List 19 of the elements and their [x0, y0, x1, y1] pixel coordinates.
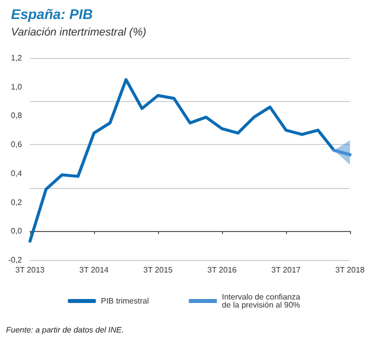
- chart-title: España: PIB: [11, 6, 93, 22]
- legend-label: Intervalo de confianza de la previsión al 90%: [222, 292, 301, 310]
- y-tick-label: 0,4: [10, 168, 23, 178]
- legend-label: PIB trimestral: [100, 296, 150, 306]
- y-tick-label: 0,6: [10, 140, 23, 150]
- y-tick-label: 0,0: [10, 226, 23, 236]
- y-tick-label: 0,8: [10, 111, 23, 120]
- chart-subtitle: Variación intertrimestral (%): [11, 26, 147, 38]
- y-tick-label: -0,2: [8, 256, 23, 264]
- source-note: Fuente: a partir de datos del INE.: [6, 326, 124, 334]
- y-tick-label: 0,2: [10, 198, 23, 207]
- x-tick-label: 3T 2017: [271, 266, 302, 274]
- x-tick-label: 3T 2016: [207, 266, 238, 274]
- y-tick-label: 1,2: [10, 54, 23, 62]
- x-tick-label: 3T 2015: [143, 266, 174, 274]
- x-tick-label: 3T 2014: [79, 266, 110, 274]
- x-tick-label: 3T 2013: [15, 266, 46, 274]
- y-tick-label: 1,0: [10, 82, 23, 92]
- x-tick-label: 3T 2018: [335, 266, 366, 274]
